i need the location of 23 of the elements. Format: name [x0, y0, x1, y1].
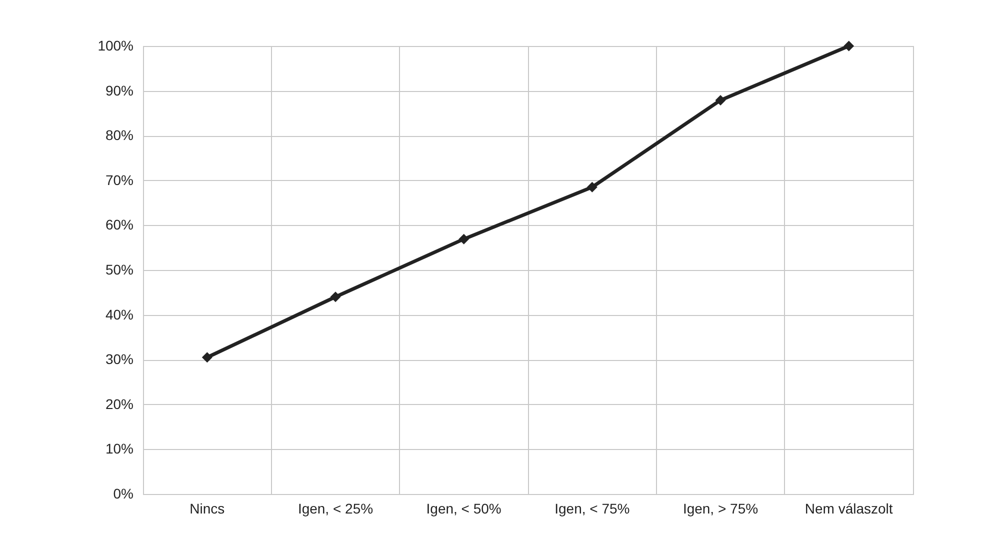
point [586, 182, 598, 192]
point [844, 40, 854, 52]
point [458, 234, 470, 244]
y-tick-label: 90% [105, 82, 134, 98]
y-tick-label: 100% [98, 38, 134, 54]
x-tick-label: Igen, < 25% [298, 500, 374, 516]
point [202, 352, 212, 363]
x-tick-label: Nem válaszolt [804, 500, 893, 516]
y-tick-label: 0% [113, 486, 134, 502]
x-tick-label: Nincs [190, 500, 225, 516]
y-tick-label: 40% [105, 306, 134, 322]
y-tick-label: 70% [105, 172, 134, 188]
point [715, 94, 726, 106]
y-tick-label: 50% [105, 262, 134, 278]
y-tick-label: 80% [105, 127, 134, 144]
point [330, 292, 341, 302]
x-tick-label: Igen, > 75% [682, 500, 758, 516]
y-tick-label: 10% [105, 440, 134, 457]
y-tick-label: 60% [105, 216, 134, 233]
x-tick-label: Igen, < 75% [554, 500, 630, 516]
y-tick-label: 20% [105, 396, 134, 412]
y-tick-label: 30% [105, 351, 134, 368]
x-tick-label: Igen, < 50% [426, 500, 502, 516]
